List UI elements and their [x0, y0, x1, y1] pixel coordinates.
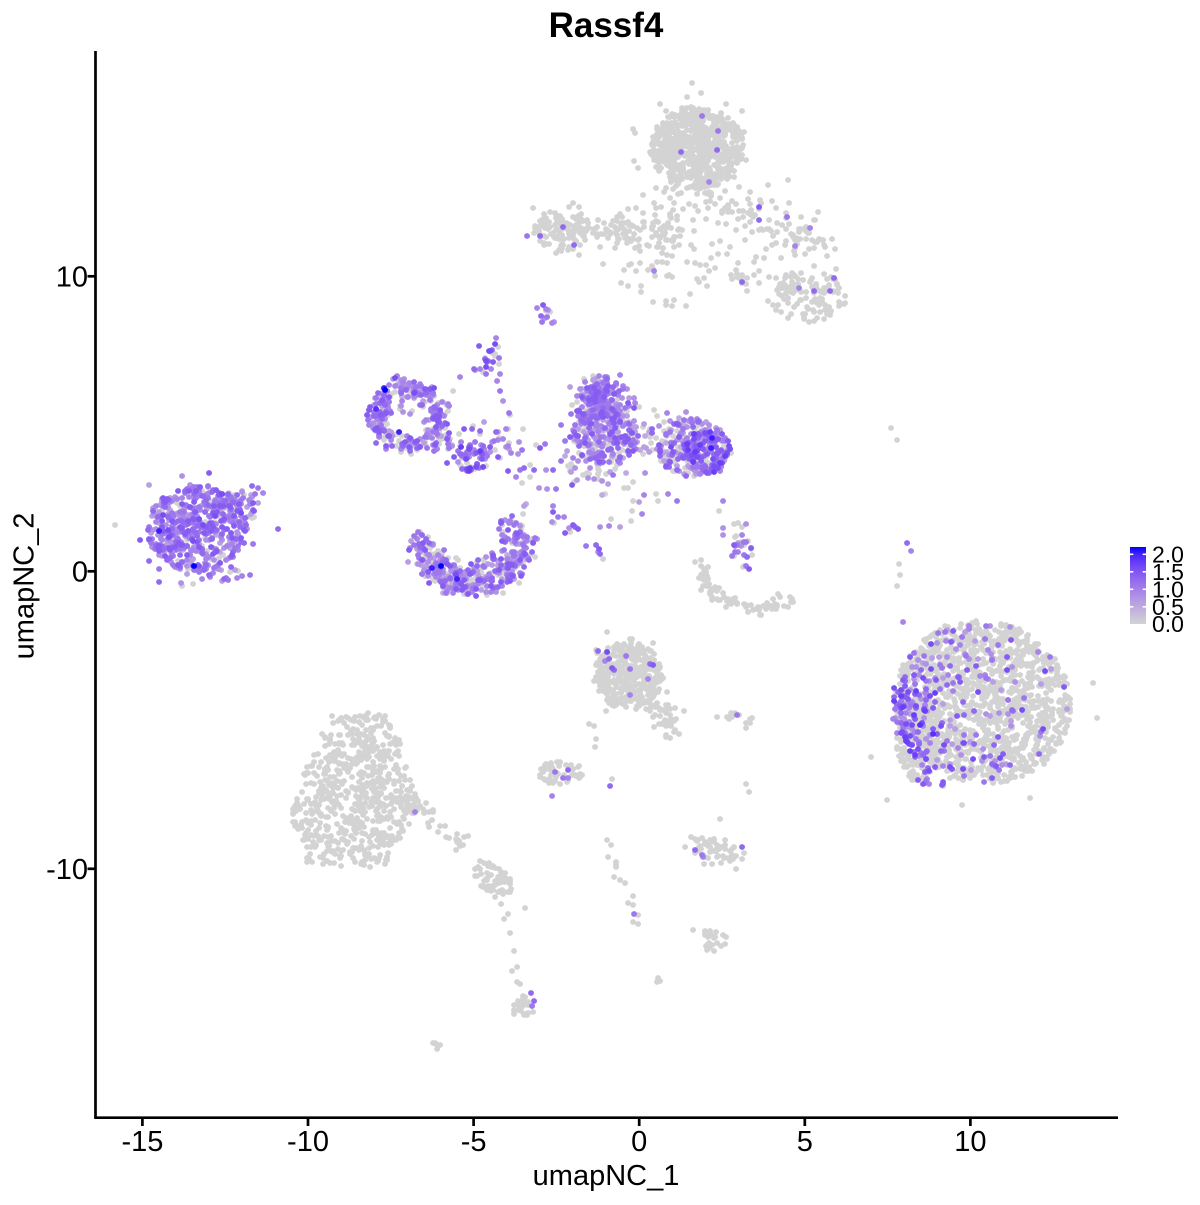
- svg-text:0.0: 0.0: [1152, 611, 1184, 637]
- svg-text:10: 10: [954, 1126, 986, 1158]
- svg-text:0: 0: [631, 1126, 647, 1158]
- svg-text:1.0: 1.0: [1152, 576, 1184, 602]
- svg-text:5: 5: [797, 1126, 813, 1158]
- svg-text:-10: -10: [287, 1126, 329, 1158]
- svg-text:-10: -10: [46, 854, 88, 886]
- svg-text:1.5: 1.5: [1152, 559, 1184, 585]
- svg-text:0.5: 0.5: [1152, 594, 1184, 620]
- svg-text:2.0: 2.0: [1152, 541, 1184, 567]
- svg-text:10: 10: [56, 262, 88, 294]
- svg-text:umapNC_1: umapNC_1: [533, 1160, 680, 1192]
- svg-text:0: 0: [72, 557, 88, 589]
- svg-text:Rassf4: Rassf4: [549, 6, 664, 45]
- svg-text:-5: -5: [461, 1126, 487, 1158]
- svg-text:umapNC_2: umapNC_2: [9, 513, 41, 660]
- svg-text:-15: -15: [121, 1126, 163, 1158]
